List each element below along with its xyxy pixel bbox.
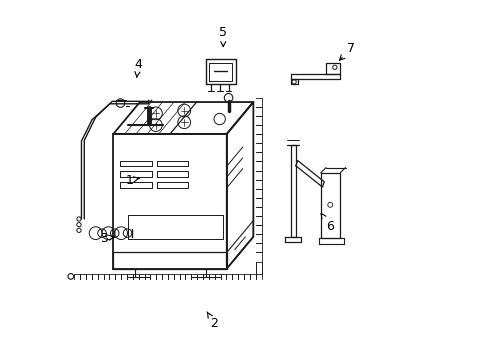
Text: 7: 7 — [339, 42, 354, 60]
Text: 2: 2 — [207, 312, 218, 330]
Text: 6: 6 — [321, 213, 333, 233]
Text: 4: 4 — [134, 58, 142, 77]
Text: 1: 1 — [125, 174, 139, 186]
Text: 5: 5 — [219, 26, 227, 46]
Text: 3: 3 — [101, 232, 114, 245]
